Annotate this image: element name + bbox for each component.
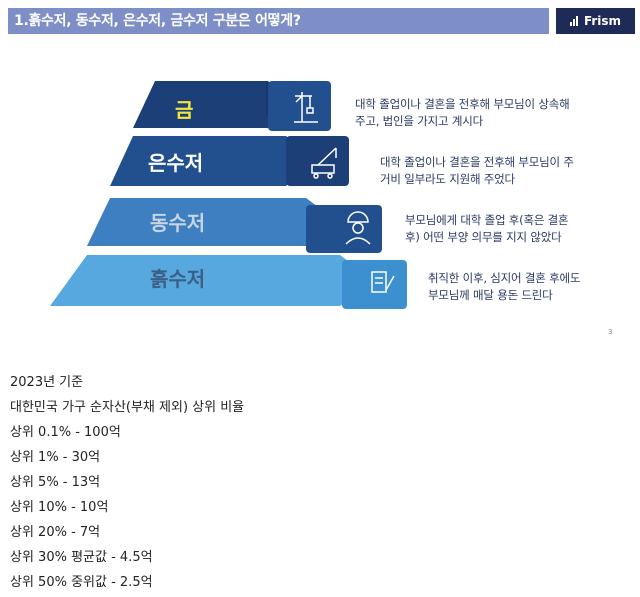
pyramid-diagram: 금 은수저 동수저 흙수저 (50, 81, 407, 309)
crane-truck-icon (311, 147, 337, 179)
tier-silver: 은수저 (110, 136, 349, 186)
tier-description-bronze-line1: 부모님에게 대학 졸업 후(혹은 결혼 (405, 213, 569, 227)
tier-description-bronze: 부모님에게 대학 졸업 후(혹은 결혼 후) 어떤 부양 의무를 지지 않았다 (405, 212, 625, 246)
worker-icon (345, 211, 371, 245)
document-edit-icon (371, 271, 395, 293)
stats-line: 상위 20% - 7억 (10, 525, 101, 540)
stats-line: 대한민국 가구 순자산(부채 제외) 상위 비율 (10, 400, 245, 415)
tier-description-silver: 대학 졸업이나 결혼을 전후해 부모님이 주 거비 일부라도 지원해 주었다 (380, 154, 630, 188)
stats-line: 상위 5% - 13억 (10, 475, 101, 490)
tier-gold: 금 (133, 81, 331, 131)
tier-description-dirt-line2: 부모님께 매달 용돈 드린다 (428, 288, 553, 302)
tier-description-dirt: 취직한 이후, 심지어 결혼 후에도 부모님께 매달 용돈 드린다 (428, 270, 628, 304)
tier-description-gold-line1: 대학 졸업이나 결혼을 전후해 부모님이 상속해 (355, 97, 570, 111)
page-title: 1.흙수저, 동수저, 은수저, 금수저 구분은 어떻게? (14, 13, 301, 29)
tier-description-silver-line1: 대학 졸업이나 결혼을 전후해 부모님이 주 (380, 155, 574, 169)
stats-line: 상위 30% 평균값 - 4.5억 (10, 550, 153, 565)
stats-line: 상위 50% 중위값 - 2.5억 (10, 575, 153, 590)
tier-label-gold: 금 (175, 98, 193, 122)
asset-stats-list: 2023년 기준 대한민국 가구 순자산(부채 제외) 상위 비율 상위 0.1… (10, 370, 244, 595)
stats-line: 2023년 기준 (10, 375, 84, 390)
tier-description-silver-line2: 거비 일부라도 지원해 주었다 (380, 172, 515, 186)
tier-bronze: 동수저 (87, 198, 382, 253)
logo-text: Frism (583, 14, 622, 28)
tier-description-dirt-line1: 취직한 이후, 심지어 결혼 후에도 (428, 271, 581, 285)
tier-label-silver: 은수저 (148, 151, 203, 175)
tier-description-gold-line2: 주고, 법인을 가지고 계시다 (355, 114, 484, 128)
brand-logo: Frism (556, 8, 635, 34)
stats-line: 상위 0.1% - 100억 (10, 425, 121, 440)
tier-description-gold: 대학 졸업이나 결혼을 전후해 부모님이 상속해 주고, 법인을 가지고 계시다 (355, 96, 625, 130)
stats-line: 상위 10% - 10억 (10, 500, 109, 515)
tier-description-bronze-line2: 후) 어떤 부양 의무를 지지 않았다 (405, 230, 562, 244)
tier-dirt: 흙수저 (50, 255, 407, 309)
logo-bars-icon (569, 16, 580, 26)
page-number: 3 (608, 328, 613, 336)
tier-label-dirt: 흙수저 (150, 267, 205, 291)
crane-icon (294, 92, 318, 123)
stats-line: 상위 1% - 30억 (10, 450, 101, 465)
header-bar (8, 8, 549, 34)
tier-label-bronze: 동수저 (150, 211, 205, 235)
